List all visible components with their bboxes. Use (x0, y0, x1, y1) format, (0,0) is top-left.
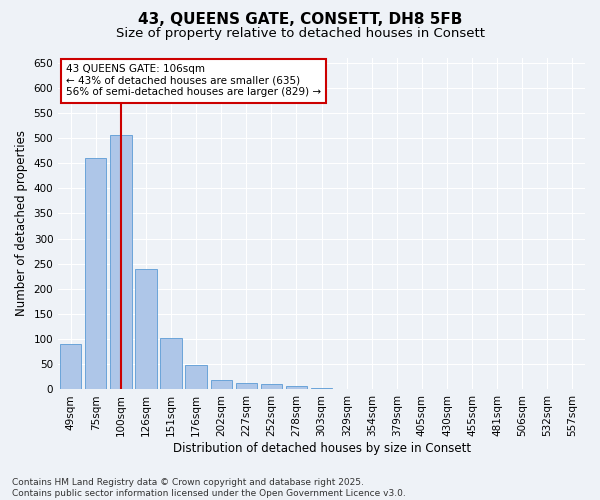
Bar (261, 384, 282, 390)
Bar (537, 389, 558, 390)
Bar (185, 366, 207, 390)
Bar (110, 136, 131, 390)
Bar (411, 389, 433, 390)
Bar (60, 344, 82, 390)
Bar (311, 388, 332, 390)
Bar (286, 386, 307, 390)
Bar (136, 268, 157, 390)
X-axis label: Distribution of detached houses by size in Consett: Distribution of detached houses by size … (173, 442, 470, 455)
Bar (160, 338, 182, 390)
Text: Size of property relative to detached houses in Consett: Size of property relative to detached ho… (115, 28, 485, 40)
Text: 43, QUEENS GATE, CONSETT, DH8 5FB: 43, QUEENS GATE, CONSETT, DH8 5FB (138, 12, 462, 28)
Bar (211, 380, 232, 390)
Text: Contains HM Land Registry data © Crown copyright and database right 2025.
Contai: Contains HM Land Registry data © Crown c… (12, 478, 406, 498)
Y-axis label: Number of detached properties: Number of detached properties (15, 130, 28, 316)
Bar (236, 383, 257, 390)
Bar (85, 158, 106, 390)
Text: 43 QUEENS GATE: 106sqm
← 43% of detached houses are smaller (635)
56% of semi-de: 43 QUEENS GATE: 106sqm ← 43% of detached… (66, 64, 321, 98)
